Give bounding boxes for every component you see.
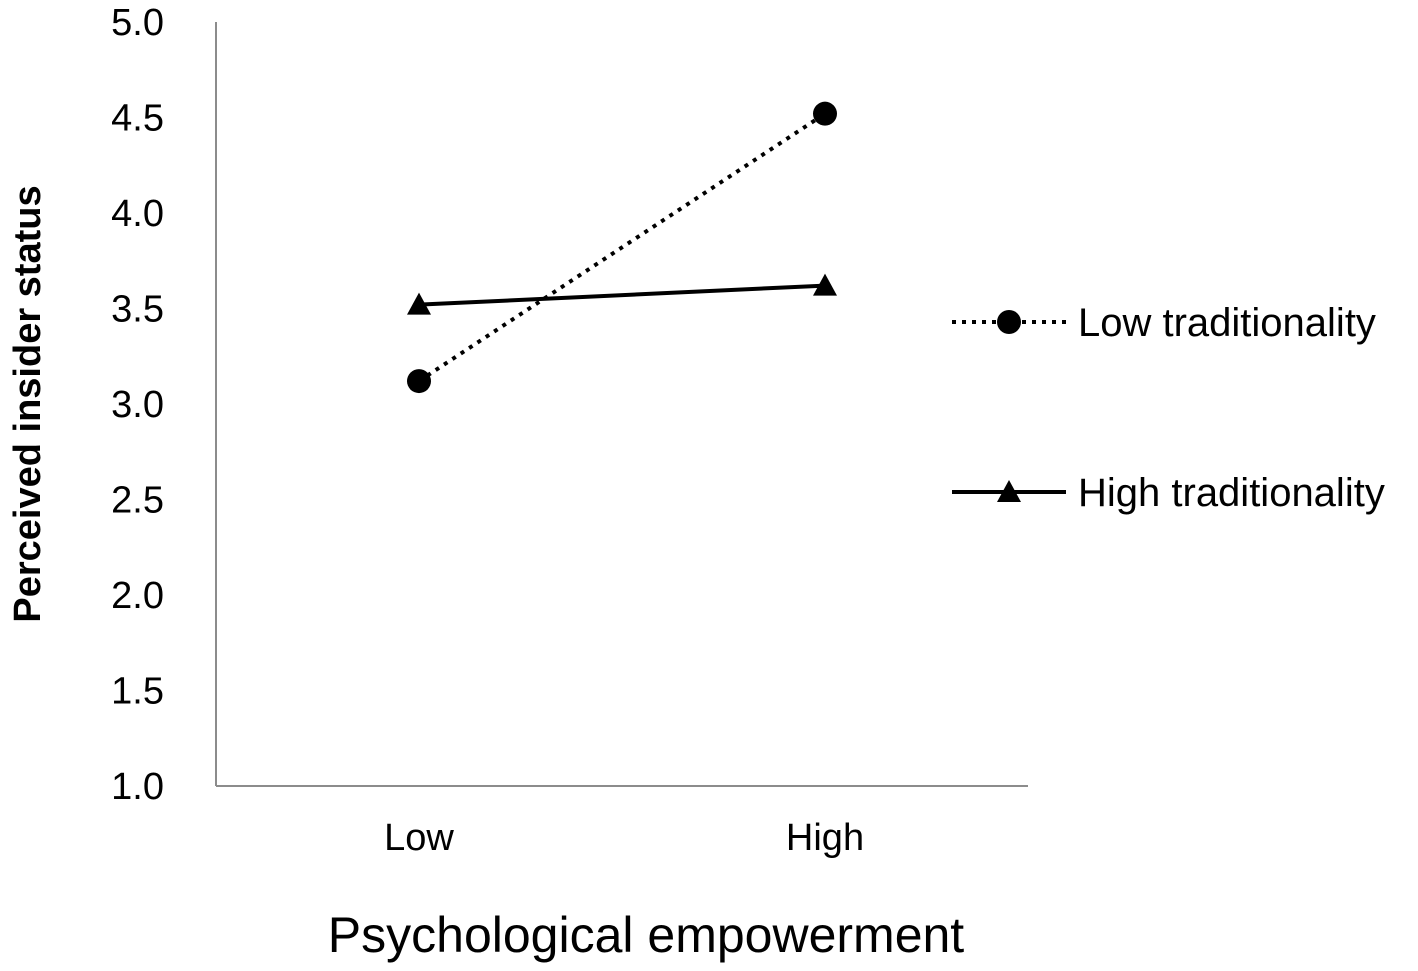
legend-circle-marker: [997, 310, 1021, 334]
legend-item: High traditionality: [952, 471, 1385, 515]
y-axis-title: Perceived insider status: [7, 185, 49, 622]
circle-data-point: [407, 369, 431, 394]
y-tick-label: 2.5: [111, 480, 164, 522]
circle-data-point: [813, 101, 837, 126]
x-tick-label: High: [786, 817, 864, 859]
y-tick-label: 3.0: [111, 384, 164, 426]
y-tick-label: 1.5: [111, 671, 164, 713]
y-tick-labels: 1.0 1.5 2.0 2.5 3.0 3.5 4.0 4.5 5.0: [111, 2, 164, 808]
legend-triangle-marker: [997, 480, 1021, 502]
triangle-data-point: [407, 292, 431, 315]
x-tick-labels: Low High: [384, 817, 864, 859]
series-layer: [407, 101, 837, 394]
y-tick-label: 5.0: [111, 2, 164, 44]
legend-item: Low traditionality: [952, 301, 1376, 345]
series-1: [407, 101, 837, 394]
y-tick-label: 3.5: [111, 289, 164, 331]
y-tick-label: 2.0: [111, 575, 164, 617]
legend-label: High traditionality: [1078, 471, 1385, 515]
y-tick-label: 4.0: [111, 193, 164, 235]
x-axis-title: Psychological empowerment: [328, 907, 965, 963]
y-tick-label: 4.5: [111, 98, 164, 140]
y-tick-label: 1.0: [111, 766, 164, 808]
series-line: [417, 112, 827, 383]
x-tick-label: Low: [384, 817, 454, 859]
legend: Low traditionality High traditionality: [952, 301, 1385, 515]
triangle-data-point: [813, 273, 837, 296]
series-line: [418, 283, 826, 307]
series-2: [407, 273, 837, 315]
legend-label: Low traditionality: [1078, 301, 1376, 345]
